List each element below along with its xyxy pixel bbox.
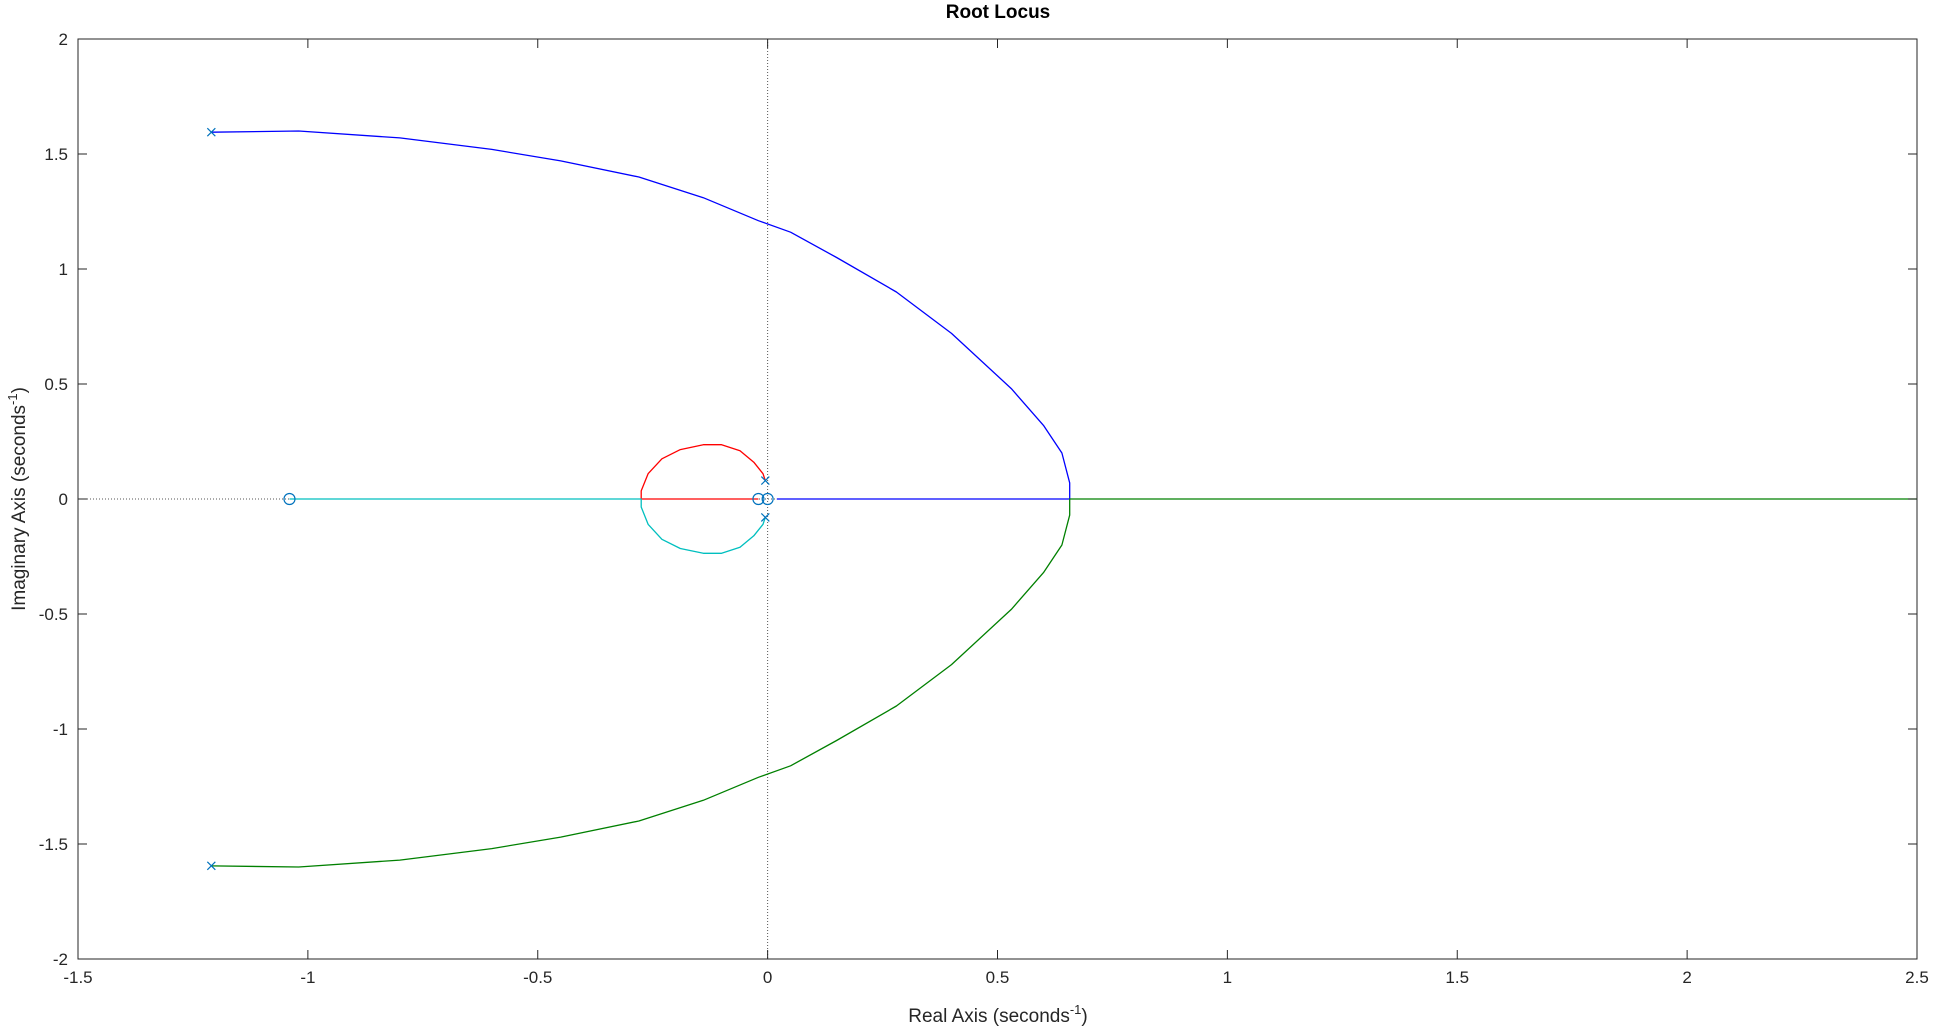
y-tick-label: 2 — [59, 30, 68, 49]
x-tick-label: 2.5 — [1905, 968, 1929, 987]
y-axis-title-suffix: ) — [9, 387, 30, 393]
x-tick-label: 2 — [1682, 968, 1691, 987]
x-tick-label: -1.5 — [63, 968, 92, 987]
locus-branch-cyan — [289, 498, 766, 554]
axis-ticks: -1.5 -1 -0.5 0 0.5 1 1.5 2 2.5 2 1.5 1 0.5 0 -0.5 -1 -1.… — [39, 30, 1929, 987]
y-tick-label: 0.5 — [44, 375, 68, 394]
y-tick-label: -0.5 — [39, 605, 68, 624]
pole-marker-stroke — [206, 861, 216, 871]
locus-branch-blue — [211, 130, 1071, 500]
y-tick-label: -1 — [53, 720, 68, 739]
chart-title: Root Locus — [946, 2, 1051, 23]
locus-branch-red — [640, 444, 766, 500]
y-tick-label: 1 — [59, 260, 68, 279]
zero-marker — [283, 492, 296, 506]
locus-branch-green — [211, 498, 1917, 868]
y-axis-title: Imaginary Axis (seconds-1) — [5, 387, 30, 611]
y-tick-label: -2 — [53, 950, 68, 969]
x-tick-label: 1 — [1223, 968, 1232, 987]
x-axis-title: Real Axis (seconds-1) — [908, 1002, 1087, 1027]
x-tick-label: 0 — [763, 968, 772, 987]
plot-area: -1.5 -1 -0.5 0 0.5 1 1.5 2 2.5 2 1.5 1 0.5 0 -0.5 -1 -1.… — [39, 30, 1929, 987]
x-axis-title-superscript: -1 — [1070, 1002, 1082, 1017]
y-axis-title-superscript: -1 — [5, 393, 20, 405]
pole-marker-stroke — [760, 512, 770, 522]
zero-marker — [761, 492, 774, 506]
x-tick-label: 0.5 — [986, 968, 1010, 987]
y-tick-label: 0 — [59, 490, 68, 509]
pole-marker — [760, 512, 770, 522]
y-tick-label: 1.5 — [44, 145, 68, 164]
pole-marker — [206, 127, 216, 137]
x-tick-label: 1.5 — [1445, 968, 1469, 987]
pole-marker-stroke — [760, 476, 770, 486]
zero-marker — [752, 492, 765, 506]
y-tick-label: -1.5 — [39, 835, 68, 854]
pole-marker — [206, 861, 216, 871]
locus-branches — [211, 130, 1917, 868]
y-axis-title-main: Imaginary Axis (seconds — [9, 405, 30, 611]
x-axis-title-suffix: ) — [1081, 1006, 1087, 1027]
pole-marker-stroke — [206, 127, 216, 137]
x-tick-label: -1 — [300, 968, 315, 987]
x-axis-title-main: Real Axis (seconds — [908, 1006, 1070, 1027]
pole-marker — [760, 476, 770, 486]
x-tick-label: -0.5 — [523, 968, 552, 987]
pole-zero-markers — [206, 127, 774, 871]
